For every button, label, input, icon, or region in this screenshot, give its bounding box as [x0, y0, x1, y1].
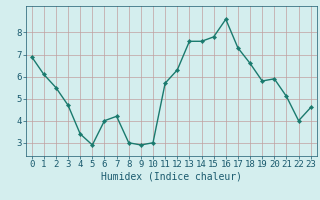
X-axis label: Humidex (Indice chaleur): Humidex (Indice chaleur): [101, 172, 242, 182]
